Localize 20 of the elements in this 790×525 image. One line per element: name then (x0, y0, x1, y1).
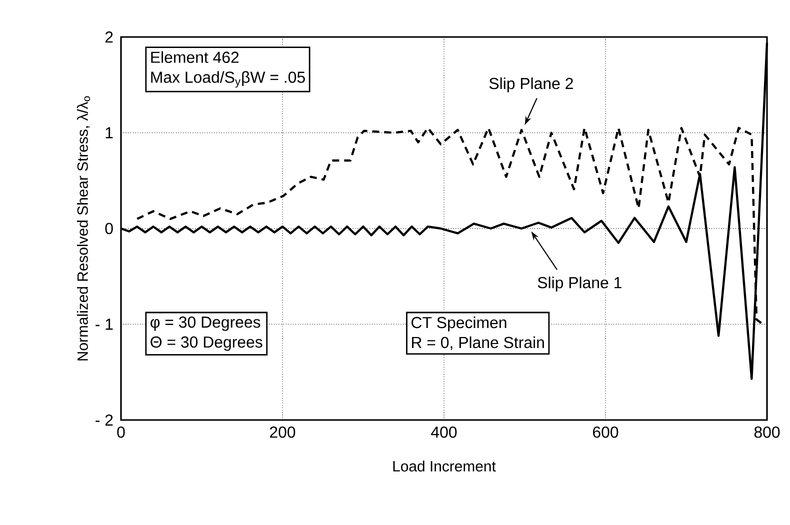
annotation: Max Load/S$_{y}$βW = .05 (151, 71, 305, 88)
y-tick-label: - 1 (96, 318, 113, 330)
annotation: φ = 30 Degrees (150, 316, 260, 331)
text: Slip Plane 2 (489, 77, 573, 92)
x-tick-label: 200 (270, 426, 296, 438)
annotation: Θ = 30 Degrees (150, 336, 262, 351)
annotation: Element 462 (151, 51, 239, 63)
x-tick-label: 400 (431, 426, 457, 438)
x-tick-label: 800 (754, 426, 780, 438)
x-tick-label: 0 (117, 426, 125, 438)
y-tick-label: 1 (106, 127, 113, 138)
legend-label: Slip Plane 1 (538, 276, 622, 292)
y-tick-label: - 2 (96, 414, 113, 426)
annotation: CT Specimen (412, 316, 506, 332)
x-axis-title: Load Increment (393, 460, 496, 472)
x-tick-label: 600 (593, 426, 618, 438)
y-axis-title: Normalized Resolved Shear Stress, λ/λ$_{o}$ (76, 96, 90, 360)
y-tick-label: 0 (105, 222, 113, 234)
y-tick-label: 2 (105, 31, 113, 43)
annotation: R = 0, Plane Strain (412, 336, 544, 350)
